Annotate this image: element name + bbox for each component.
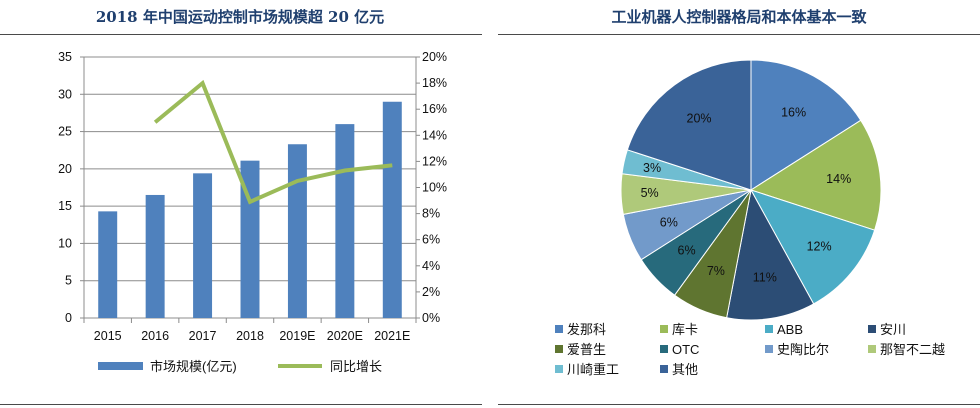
pie-slice-2 [749, 189, 876, 305]
bar-2021E [382, 101, 402, 318]
legend-label: 发那科 [567, 322, 606, 337]
right-axis-tick-label: 4% [422, 259, 440, 273]
x-axis-tick-label: 2016 [141, 329, 169, 343]
left-axis-tick-label: 0 [65, 311, 72, 325]
growth-line [153, 79, 393, 205]
left-axis-tick-label: 35 [58, 50, 72, 64]
legend-label: 其他 [672, 362, 698, 377]
legend-swatch [660, 325, 668, 333]
legend-label-line: 同比增长 [330, 359, 382, 374]
legend-label: 川崎重工 [567, 362, 619, 377]
x-axis-tick-label: 2019E [279, 329, 315, 343]
legend-label: 史陶比尔 [777, 342, 829, 357]
legend-label: OTC [672, 342, 699, 357]
pie-data-label: 14% [826, 172, 851, 186]
x-axis-tick-label: 2021E [374, 329, 410, 343]
legend-swatch [660, 365, 668, 373]
pie-chart-title: 工业机器人控制器格局和本体基本一致 [611, 8, 867, 26]
left-axis-tick-label: 5 [65, 274, 72, 288]
bar-2017 [193, 173, 213, 318]
legend-label: ABB [777, 322, 803, 337]
legend-swatch-bar [98, 362, 143, 370]
right-axis-tick-label: 8% [422, 207, 440, 221]
pie-slice-1 [749, 119, 882, 231]
pie-data-label: 7% [707, 264, 725, 278]
legend-swatch [765, 325, 773, 333]
pie-data-label: 3% [643, 161, 661, 175]
pie-chart-bottom-rule [498, 404, 980, 405]
legend-swatch [868, 325, 876, 333]
pie-data-label: 5% [641, 186, 659, 200]
bar-chart-title: 2018 年中国运动控制市场规模超 20 亿元 [95, 8, 385, 26]
left-axis-tick-label: 20 [58, 162, 72, 176]
pie-data-label: 20% [687, 111, 712, 125]
pie-data-label: 12% [807, 239, 832, 253]
right-axis-tick-label: 6% [422, 233, 440, 247]
pie-chart-title-rule [498, 34, 980, 35]
legend-swatch [660, 345, 668, 353]
left-axis-tick-label: 30 [58, 87, 72, 101]
bar-2020E [335, 124, 355, 318]
x-axis-tick-label: 2020E [327, 329, 363, 343]
legend-swatch [555, 345, 563, 353]
bar-chart-bottom-rule [0, 404, 482, 405]
right-axis-tick-label: 2% [422, 285, 440, 299]
legend-swatch [765, 345, 773, 353]
legend-label: 安川 [880, 322, 906, 337]
legend-swatch [868, 345, 876, 353]
x-axis-tick-label: 2017 [189, 329, 217, 343]
right-axis-tick-label: 20% [422, 50, 447, 64]
legend-swatch [555, 325, 563, 333]
right-axis-tick-label: 12% [422, 154, 447, 168]
left-axis-tick-label: 25 [58, 125, 72, 139]
bar-2015 [98, 211, 118, 318]
right-axis-tick-label: 0% [422, 311, 440, 325]
pie-slice-0 [750, 59, 862, 191]
x-axis-tick-label: 2015 [94, 329, 122, 343]
left-axis-tick-label: 10 [58, 236, 72, 250]
pie-slice-9 [626, 59, 752, 191]
legend-swatch [555, 365, 563, 373]
legend-label: 那智不二越 [880, 342, 945, 357]
pie-data-label: 6% [660, 216, 678, 230]
pie-slice-3 [726, 188, 815, 321]
legend-label-bar: 市场规模(亿元) [150, 359, 237, 374]
pie-data-label: 11% [753, 270, 777, 284]
pie-data-label: 16% [781, 106, 806, 120]
legend-label: 爱普生 [567, 342, 606, 357]
bar-chart-title-rule [0, 34, 482, 35]
bar-2016 [145, 194, 165, 318]
x-axis-tick-label: 2018 [236, 329, 264, 343]
right-axis-tick-label: 14% [422, 128, 447, 142]
pie-data-label: 6% [678, 244, 696, 258]
legend-label: 库卡 [672, 322, 698, 337]
bar-2019E [287, 144, 307, 318]
left-axis-tick-label: 15 [58, 199, 72, 213]
right-axis-tick-label: 10% [422, 181, 447, 195]
right-axis-tick-label: 18% [422, 76, 447, 90]
right-axis-tick-label: 16% [422, 102, 447, 116]
